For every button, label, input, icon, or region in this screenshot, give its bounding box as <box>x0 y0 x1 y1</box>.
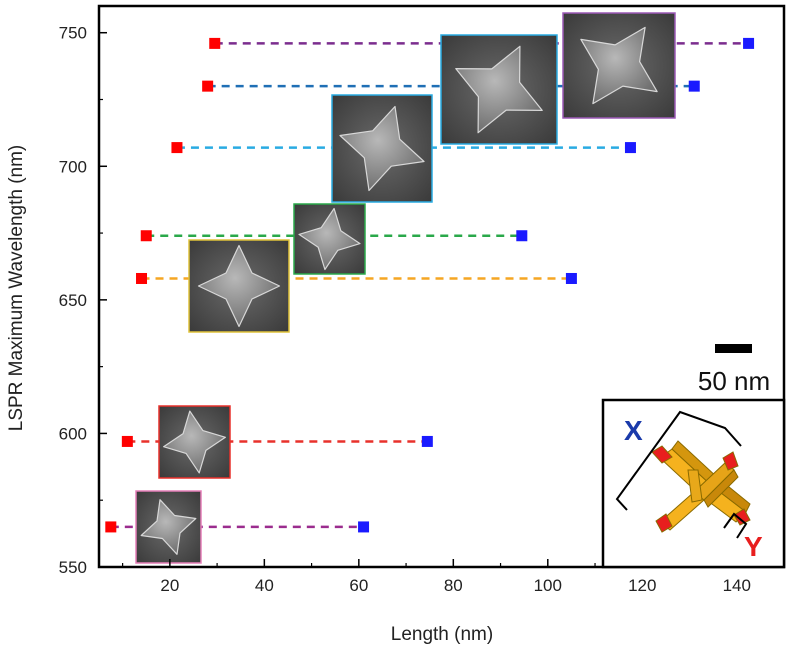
x-length-marker <box>358 521 370 533</box>
y-dimension-label: Y <box>744 531 763 562</box>
sem-frame <box>158 405 231 479</box>
x-dimension-bracket <box>615 410 742 511</box>
x-tick-label: 140 <box>723 576 751 595</box>
nanostar-schematic-inset: X Y <box>601 398 786 569</box>
x-length-marker <box>688 80 700 92</box>
nanostar-particle <box>140 499 197 555</box>
x-tick-label: 80 <box>444 576 463 595</box>
sem-inset-image <box>158 405 231 479</box>
plot-frame <box>97 4 786 569</box>
sem-inset-image <box>135 490 202 564</box>
scale-bar-line <box>715 344 752 353</box>
x-length-marker <box>421 435 433 447</box>
x-tick-label: 120 <box>628 576 656 595</box>
y-length-marker <box>140 230 152 242</box>
sem-inset-image <box>331 94 433 203</box>
y-length-marker <box>202 80 214 92</box>
nanostar-particle <box>339 105 425 192</box>
y-tick-label: 750 <box>59 24 87 43</box>
nanostar-3d-model <box>651 440 751 533</box>
x-tick-label: 100 <box>534 576 562 595</box>
x-axis-title: Length (nm) <box>391 624 493 645</box>
x-tick-label: 20 <box>160 576 179 595</box>
sem-frame <box>293 203 366 275</box>
x-tick-label: 60 <box>349 576 368 595</box>
y-length-marker <box>171 142 183 154</box>
sem-frame <box>331 94 433 203</box>
y-dimension-bracket <box>723 512 748 539</box>
x-dimension-label: X <box>624 415 643 446</box>
sem-frame <box>562 12 676 119</box>
x-length-marker <box>624 142 636 154</box>
y-length-marker <box>121 435 133 447</box>
sem-frame <box>188 239 290 333</box>
sem-inset-image <box>188 239 290 333</box>
x-length-marker <box>565 272 577 284</box>
y-tick-label: 650 <box>59 291 87 310</box>
nanostar-particle <box>163 410 226 474</box>
nanostar-particle <box>455 45 543 134</box>
sem-inset-image <box>562 12 676 119</box>
y-length-marker <box>136 272 148 284</box>
y-tick-label: 550 <box>59 558 87 577</box>
y-tick-label: 700 <box>59 157 87 176</box>
nanostar-particle <box>580 26 658 105</box>
nanostar-particle <box>197 244 281 328</box>
x-length-marker <box>743 37 755 49</box>
axes: 20 40 60 80 100 120 140 550 600 650 700 750 <box>59 24 785 595</box>
x-tick-label: 40 <box>255 576 274 595</box>
y-axis-title: LSPR Maximum Wavelength (nm) <box>6 145 27 431</box>
sem-frame <box>135 490 202 564</box>
sem-frame <box>440 34 558 145</box>
y-length-marker <box>209 37 221 49</box>
sem-inset-image <box>440 34 558 145</box>
x-length-marker <box>516 230 528 242</box>
y-tick-label: 600 <box>59 424 87 443</box>
y-length-marker <box>105 521 117 533</box>
sem-inset-image <box>293 203 366 275</box>
scale-bar-label: 50 nm <box>698 366 770 396</box>
scale-bar: 50 nm <box>698 344 770 396</box>
sem-image-insets <box>135 12 676 564</box>
nanostar-particle <box>298 207 361 271</box>
